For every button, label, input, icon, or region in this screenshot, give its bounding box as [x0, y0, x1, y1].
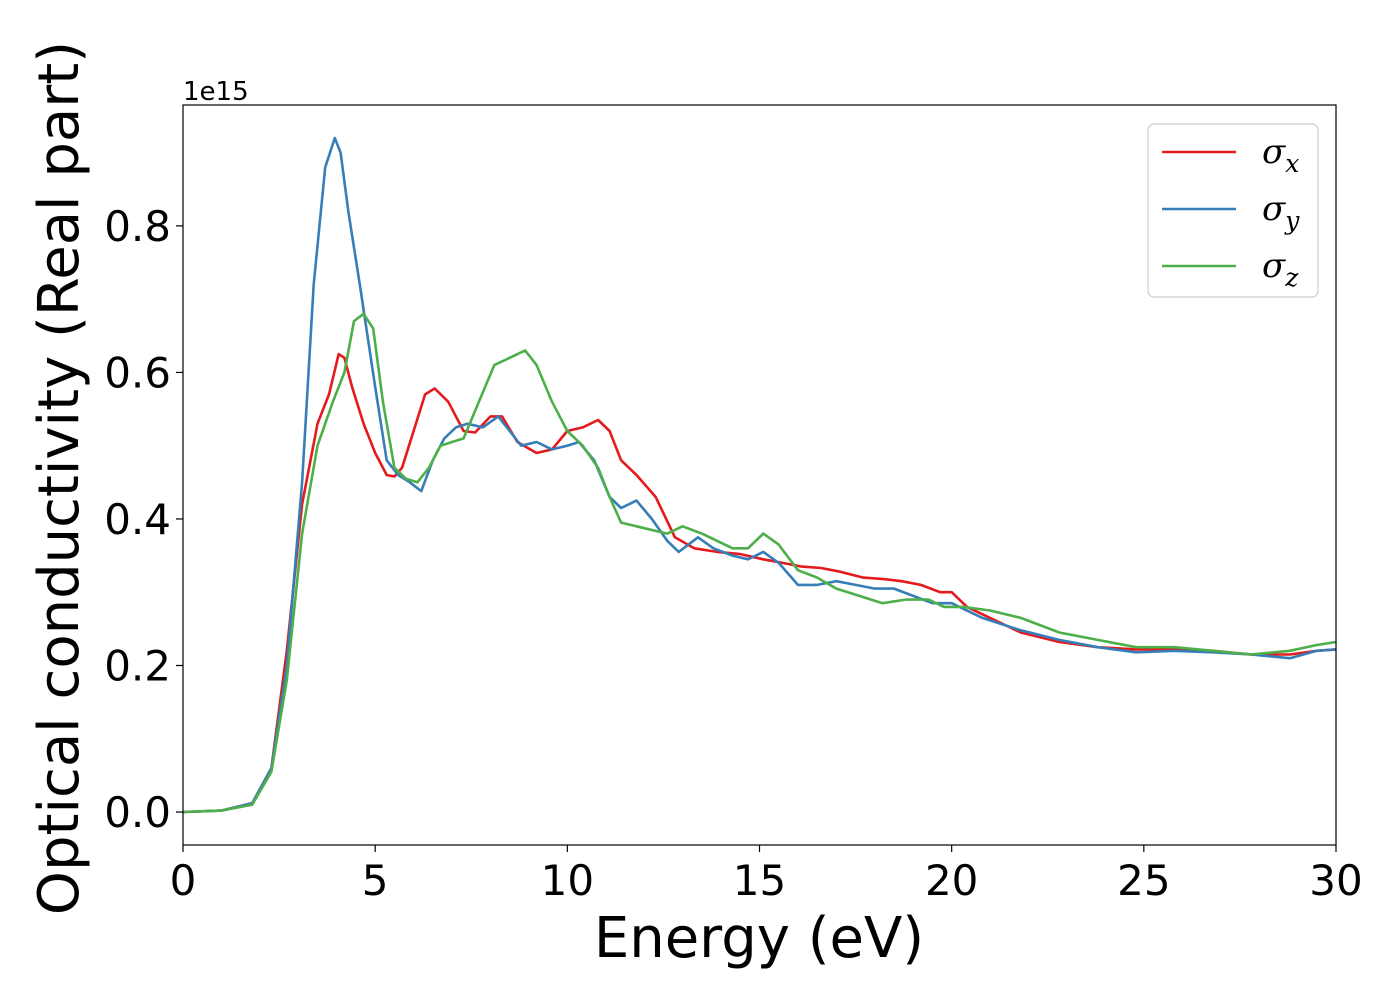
series-layer: [182, 136, 1337, 814]
y-axis-title: Optical conductivity (Real part): [27, 41, 92, 915]
y-tick-label: 0.0: [104, 788, 171, 837]
y-axis-ticks: 0.0 0.2 0.4 0.6 0.8: [104, 202, 183, 837]
legend-label-y: σy: [1262, 189, 1300, 235]
y-tick-label: 0.4: [104, 495, 171, 544]
x-tick-label: 15: [733, 856, 786, 905]
y-tick-label: 0.2: [104, 641, 171, 690]
x-axis-ticks: 0 5 10 15 20 25 30: [170, 845, 1363, 905]
series-line-y: [182, 136, 1337, 814]
x-tick-label: 25: [1117, 856, 1170, 905]
x-tick-label: 30: [1309, 856, 1362, 905]
y-tick-label: 0.6: [104, 348, 171, 397]
series-line-z: [182, 312, 1337, 814]
y-offset-label: 1e15: [183, 77, 249, 107]
x-tick-label: 5: [362, 856, 389, 905]
x-tick-label: 10: [541, 856, 594, 905]
legend-label-z: σz: [1262, 246, 1299, 292]
x-tick-label: 0: [170, 856, 197, 905]
y-tick-label: 0.8: [104, 202, 171, 251]
x-axis-title: Energy (eV): [594, 906, 924, 971]
x-tick-label: 20: [925, 856, 978, 905]
legend-box: [1147, 123, 1319, 298]
legend: σx σy σz: [1147, 123, 1319, 298]
series-line-x: [182, 352, 1337, 814]
legend-label-x: σx: [1262, 132, 1299, 178]
